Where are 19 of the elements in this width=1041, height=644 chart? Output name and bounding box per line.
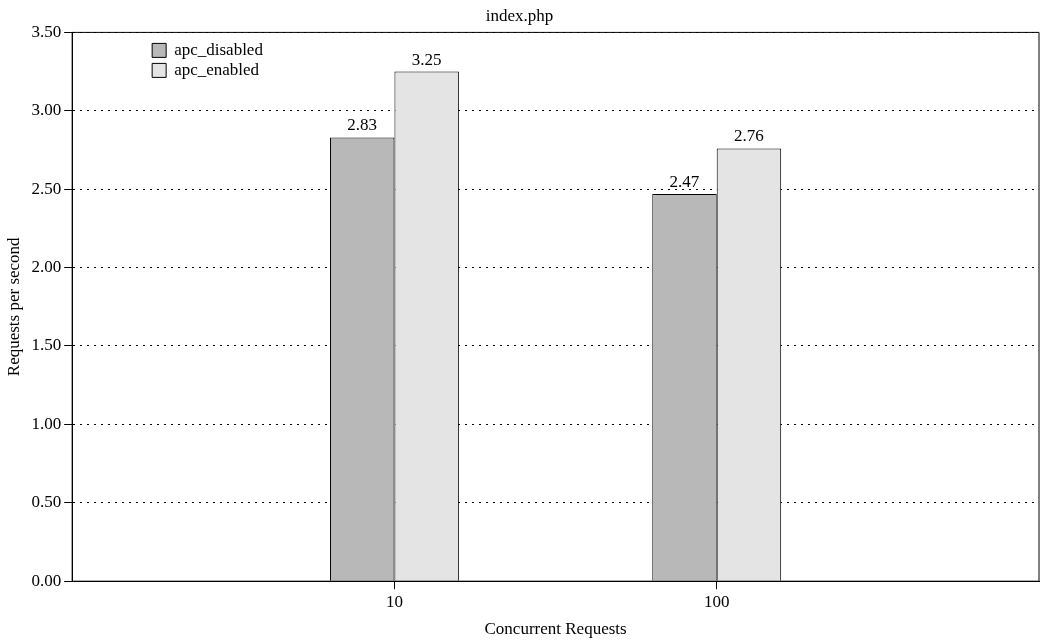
y-tick-label: 3.00 bbox=[31, 100, 62, 120]
legend-label: apc_disabled bbox=[174, 39, 264, 59]
x-tick-label: 100 bbox=[703, 591, 730, 611]
data-label: 2.83 bbox=[347, 115, 378, 135]
y-tick-label: 2.50 bbox=[31, 178, 62, 198]
y-tick-label: 2.00 bbox=[31, 257, 62, 277]
y-tick-label: 0.50 bbox=[31, 492, 62, 512]
data-label: 2.76 bbox=[734, 126, 764, 146]
y-tick-label: 0.00 bbox=[31, 570, 62, 590]
x-tick-label: 10 bbox=[385, 591, 403, 611]
legend-label: apc_enabled bbox=[174, 59, 260, 79]
y-tick-label: 3.50 bbox=[31, 21, 62, 41]
y-tick-label: 1.50 bbox=[31, 335, 62, 355]
data-label: 3.25 bbox=[411, 49, 442, 69]
chart-title: index.php bbox=[485, 5, 554, 25]
data-label: 2.47 bbox=[669, 171, 700, 191]
y-axis-title: Requests per second bbox=[3, 236, 23, 377]
y-tick-label: 1.00 bbox=[31, 413, 62, 433]
x-axis-title: Concurrent Requests bbox=[484, 619, 627, 639]
